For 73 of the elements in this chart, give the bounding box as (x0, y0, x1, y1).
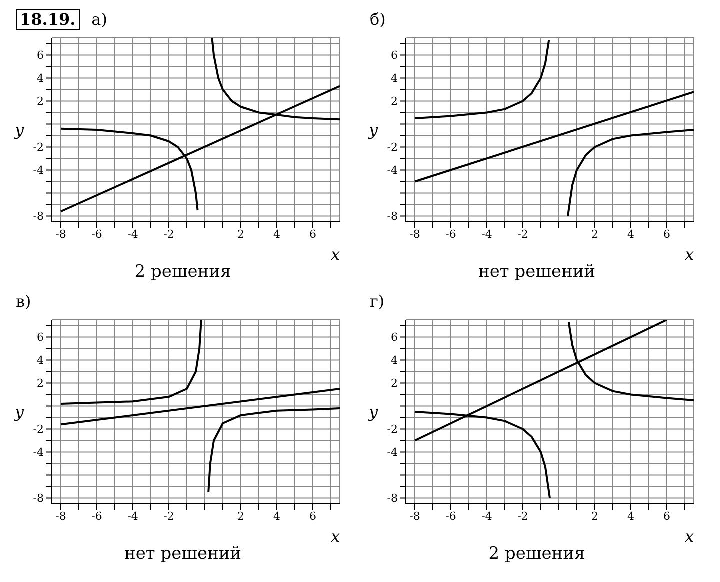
x-tick-label: -4 (482, 510, 492, 523)
chart-title: б) (370, 10, 386, 28)
y-tick-label: -2 (387, 141, 398, 154)
y-axis-title: y (14, 120, 25, 140)
x-tick-label: 4 (628, 228, 634, 241)
x-axis-title: x (330, 527, 340, 546)
x-tick-label: 6 (664, 228, 670, 241)
line-series (208, 408, 340, 494)
chart-title: г) (370, 292, 385, 310)
x-tick-label: 2 (592, 228, 598, 241)
x-axis-title: x (330, 245, 340, 264)
x-tick-label: -2 (164, 228, 174, 241)
y-tick-label: -2 (387, 423, 398, 436)
x-tick-label: 2 (592, 510, 598, 523)
y-tick-label: -2 (33, 141, 44, 154)
line-series (414, 39, 550, 120)
x-tick-label: -8 (56, 228, 66, 241)
y-tick-label: 4 (37, 354, 44, 368)
x-tick-label: -6 (92, 228, 102, 241)
x-tick-label: -6 (92, 510, 102, 523)
x-tick-label: -6 (446, 510, 456, 523)
y-tick-label: 4 (37, 72, 44, 86)
y-tick-label: -8 (33, 210, 44, 224)
y-tick-label: 6 (37, 331, 44, 344)
x-tick-label: 6 (310, 510, 316, 523)
chart-subtitle: 18.19. (16, 8, 80, 30)
y-tick-label: 2 (37, 95, 44, 108)
x-tick-label: -8 (56, 510, 66, 523)
y-axis-title: y (368, 120, 379, 140)
y-axis-title: y (368, 402, 379, 422)
line-series (60, 320, 202, 405)
y-tick-label: -2 (33, 423, 44, 436)
y-tick-label: 6 (37, 49, 44, 62)
x-tick-label: -8 (410, 510, 420, 523)
y-tick-label: 2 (37, 377, 44, 390)
y-axis-title: y (14, 402, 25, 422)
x-tick-label: -8 (410, 228, 420, 241)
text: нет решений (478, 262, 596, 282)
x-tick-label: 2 (238, 510, 244, 523)
y-tick-label: -8 (33, 492, 44, 506)
y-tick-label: 6 (391, 331, 398, 344)
y-tick-label: -8 (387, 210, 398, 224)
x-tick-label: -2 (518, 228, 528, 241)
y-tick-label: -4 (387, 164, 398, 178)
x-axis-title: x (684, 527, 694, 546)
y-tick-label: 4 (391, 354, 398, 368)
x-tick-label: 4 (274, 510, 280, 523)
y-tick-label: 6 (391, 49, 398, 62)
x-tick-label: 6 (310, 228, 316, 241)
y-tick-label: -4 (33, 446, 44, 460)
x-tick-label: 4 (274, 228, 280, 241)
x-tick-label: 2 (238, 228, 244, 241)
x-tick-label: -4 (128, 510, 138, 523)
x-tick-label: 4 (628, 510, 634, 523)
y-tick-label: 2 (391, 377, 398, 390)
x-tick-label: -2 (164, 510, 174, 523)
x-tick-label: -6 (446, 228, 456, 241)
text: нет решений (124, 544, 242, 564)
y-tick-label: 4 (391, 72, 398, 86)
text: 2 решения (134, 262, 232, 282)
x-tick-label: -4 (128, 228, 138, 241)
y-tick-label: -4 (33, 164, 44, 178)
x-tick-label: 6 (664, 510, 670, 523)
x-axis-title: x (684, 245, 694, 264)
text: 2 решения (488, 544, 586, 564)
x-tick-label: -2 (518, 510, 528, 523)
chart-title: в) (16, 292, 32, 310)
y-tick-label: 2 (391, 95, 398, 108)
x-tick-label: -4 (482, 228, 492, 241)
y-tick-label: -4 (387, 446, 398, 460)
chart-title: а) (92, 10, 108, 28)
line-series (567, 129, 694, 218)
y-tick-label: -8 (387, 492, 398, 506)
